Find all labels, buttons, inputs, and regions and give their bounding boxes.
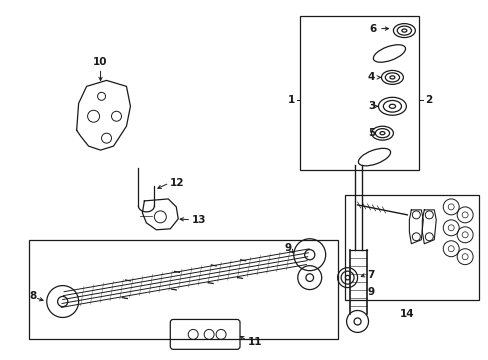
Bar [29, 240, 337, 339]
Text: 6: 6 [368, 24, 388, 33]
Text: 3: 3 [367, 101, 377, 111]
Text: 8: 8 [29, 291, 37, 301]
Text: 13: 13 [192, 215, 206, 225]
Text: 12: 12 [170, 178, 184, 188]
Text: 11: 11 [247, 337, 262, 347]
Text: 9: 9 [284, 243, 291, 253]
Text: 5: 5 [367, 128, 374, 138]
Text: 4: 4 [367, 72, 380, 82]
Bar [299, 15, 419, 170]
Text: 2: 2 [425, 95, 432, 105]
Text: 1: 1 [287, 95, 294, 105]
Bar [344, 195, 478, 300]
Text: 7: 7 [367, 270, 374, 280]
Text: 10: 10 [93, 58, 107, 67]
Text: 9: 9 [367, 287, 374, 297]
Text: 14: 14 [399, 310, 414, 319]
